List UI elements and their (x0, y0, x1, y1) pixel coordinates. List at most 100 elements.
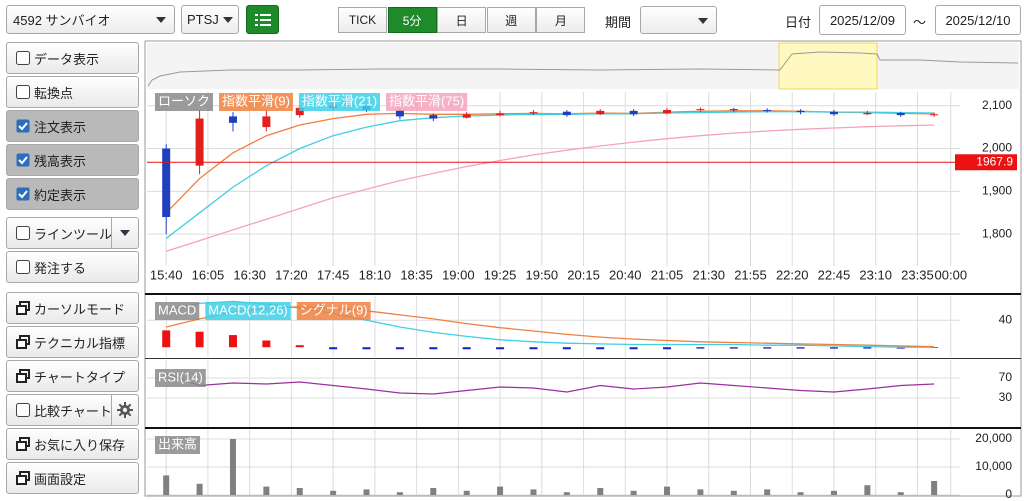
volume-bar (697, 489, 703, 495)
macd-histogram-bar (529, 347, 537, 349)
dropdown-toggle[interactable] (111, 218, 138, 248)
sidebar-button[interactable]: 比較チャート (6, 394, 139, 426)
volume-bar (597, 488, 603, 495)
sidebar-label: データ表示 (34, 49, 99, 68)
volume-bar (631, 491, 637, 495)
sidebar-button[interactable]: テクニカル指標 (6, 326, 139, 358)
sidebar-button[interactable]: チャートタイプ (6, 360, 139, 392)
sidebar-button[interactable]: 注文表示 (6, 110, 139, 142)
candle-body (463, 114, 471, 117)
candle-body (596, 111, 604, 114)
volume-bar (831, 491, 837, 495)
date-to[interactable]: 2025/12/10 (935, 5, 1021, 35)
legend-label: シグナル(9) (300, 302, 368, 317)
checkbox[interactable] (16, 260, 30, 274)
sidebar-button[interactable]: 約定表示 (6, 178, 139, 210)
overview-window (779, 43, 877, 89)
sidebar-label: お気に入り保存 (34, 435, 125, 454)
macd-histogram-bar (830, 347, 838, 348)
sidebar-label: 残高表示 (34, 151, 86, 170)
macd-histogram-bar (863, 347, 871, 348)
y-tick-label: 40 (999, 312, 1013, 326)
y-tick-label: 1,800 (982, 226, 1012, 240)
checkbox[interactable] (16, 187, 30, 201)
candle-body (797, 111, 805, 112)
market-select[interactable]: PTSJ (181, 5, 239, 34)
volume-bar (397, 492, 403, 495)
interval-tab[interactable]: 5分 (388, 7, 437, 33)
checkbox[interactable] (16, 403, 30, 417)
macd-histogram-bar (730, 347, 738, 348)
interval-tab[interactable]: TICK (338, 7, 387, 33)
macd-histogram-bar (229, 335, 237, 347)
window-icon (16, 471, 30, 485)
x-tick-label: 19:00 (442, 267, 475, 282)
volume-bar (564, 492, 570, 495)
checkbox[interactable] (16, 85, 30, 99)
sidebar-label: チャートタイプ (34, 367, 125, 386)
gear-button[interactable] (111, 395, 138, 425)
x-tick-label: 17:45 (317, 267, 350, 282)
x-tick-label: 21:30 (692, 267, 725, 282)
period-select[interactable] (640, 6, 717, 34)
volume-bar (364, 489, 370, 495)
sidebar-button[interactable]: お気に入り保存 (6, 428, 139, 460)
sidebar-label: ラインツール (34, 224, 112, 243)
macd-histogram-bar (162, 330, 170, 347)
list-icon (255, 13, 271, 27)
sidebar-button[interactable]: ラインツール (6, 217, 139, 249)
checkbox[interactable] (16, 119, 30, 133)
window-icon (16, 335, 30, 349)
sidebar-button[interactable]: 残高表示 (6, 144, 139, 176)
x-tick-label: 20:40 (609, 267, 642, 282)
list-button[interactable] (246, 5, 279, 34)
sidebar-label: テクニカル指標 (34, 333, 125, 352)
x-tick-label: 19:25 (484, 267, 517, 282)
sidebar-button[interactable]: 画面設定 (6, 462, 139, 494)
y-tick-label: 2,000 (982, 141, 1012, 155)
candle-body (162, 149, 170, 218)
macd-histogram-bar (563, 347, 571, 349)
interval-tab[interactable]: 月 (536, 7, 585, 33)
sidebar-label: 転換点 (34, 83, 73, 102)
x-tick-label: 16:05 (192, 267, 225, 282)
checkbox[interactable] (16, 51, 30, 65)
macd-histogram-bar (763, 347, 771, 348)
sidebar-button[interactable]: カーソルモード (6, 292, 139, 324)
dropdown-arrow (223, 17, 233, 23)
symbol-select[interactable]: 4592 サンバイオ (6, 5, 175, 34)
interval-tab[interactable]: 週 (487, 7, 536, 33)
legend-label: MACD (158, 302, 196, 317)
sidebar-button[interactable]: データ表示 (6, 42, 139, 74)
interval-tab[interactable]: 日 (437, 7, 486, 33)
legend-label: 指数平滑(9) (222, 93, 290, 108)
sidebar-button[interactable]: 転換点 (6, 76, 139, 108)
overview-strip (147, 43, 1019, 89)
volume-bar (764, 489, 770, 495)
macd-histogram-bar (396, 347, 404, 349)
checkbox[interactable] (16, 226, 30, 240)
candle-body (563, 112, 571, 115)
date-separator: ～ (913, 12, 926, 31)
x-tick-label: 22:20 (776, 267, 809, 282)
candle-body (496, 113, 504, 115)
y-tick-label: 20,000 (975, 431, 1012, 445)
x-tick-label: 18:35 (400, 267, 433, 282)
candle-body (663, 110, 671, 113)
date-label: 日付 (785, 12, 811, 31)
macd-histogram-bar (596, 347, 604, 349)
checkbox[interactable] (16, 153, 30, 167)
symbol: 4592 サンバイオ (13, 10, 111, 29)
dropdown-arrow (156, 17, 166, 23)
window-icon (16, 301, 30, 315)
date-from[interactable]: 2025/12/09 (819, 5, 906, 35)
macd-histogram-bar (296, 345, 304, 347)
sidebar-label: 約定表示 (34, 185, 86, 204)
macd-histogram-bar (663, 347, 671, 349)
macd-histogram-bar (363, 347, 371, 349)
sidebar-button[interactable]: 発注する (6, 251, 139, 283)
legend-label: MACD(12,26) (208, 302, 287, 317)
macd-histogram-bar (496, 347, 504, 349)
